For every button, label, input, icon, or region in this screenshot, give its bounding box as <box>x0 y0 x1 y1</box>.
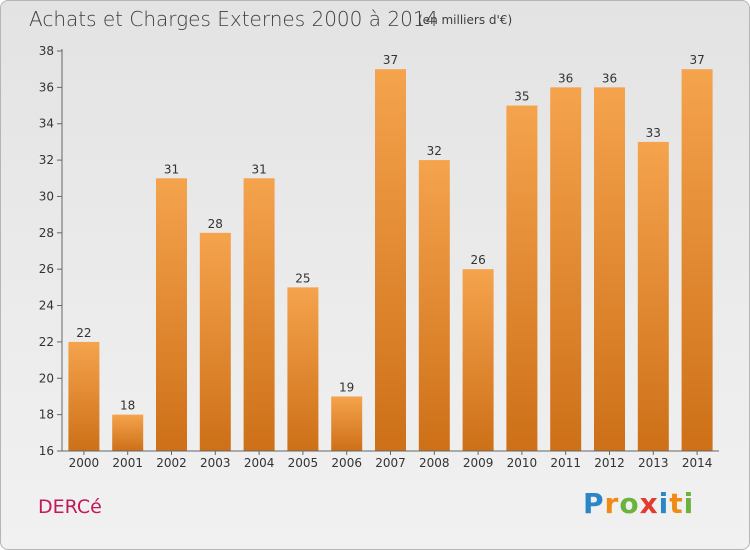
bar-2001 <box>112 414 144 451</box>
bars: 22 18 31 28 31 25 19 37 32 26 35 36 36 33 37 <box>68 53 713 452</box>
brand-letter: o <box>619 487 640 520</box>
x-tick-label-2012: 2012 <box>594 456 625 470</box>
y-tick-label: 24 <box>39 299 54 313</box>
y-tick-label: 38 <box>39 44 54 58</box>
x-tick-label-2008: 2008 <box>419 456 450 470</box>
x-tick-label-2006: 2006 <box>331 456 362 470</box>
brand-letter: r <box>604 487 620 520</box>
data-label-2008: 32 <box>427 144 442 158</box>
data-label-2005: 25 <box>295 271 310 285</box>
bar-2012 <box>594 87 625 451</box>
data-label-2006: 19 <box>339 380 354 394</box>
town-name: DERCé <box>38 496 102 518</box>
x-tick-label-2005: 2005 <box>288 456 319 470</box>
data-label-2003: 28 <box>208 217 223 231</box>
y-tick-label: 36 <box>39 80 54 94</box>
y-tick-label: 28 <box>39 226 54 240</box>
data-label-2012: 36 <box>602 71 617 85</box>
bar-2008 <box>418 160 450 451</box>
y-tick-label: 30 <box>39 189 54 203</box>
chart-title: Achats et Charges Externes 2000 à 2014 <box>29 7 439 31</box>
y-tick-label: 22 <box>39 335 54 349</box>
brand-letter: i <box>683 487 695 520</box>
data-label-2011: 36 <box>558 71 573 85</box>
data-label-2014: 37 <box>689 53 704 67</box>
bar-2013 <box>637 141 669 451</box>
data-label-2013: 33 <box>646 126 661 140</box>
chart-subtitle: (en milliers d'€) <box>418 13 513 27</box>
x-tick-label-2009: 2009 <box>463 456 494 470</box>
x-tick-label-2002: 2002 <box>156 456 187 470</box>
x-tick-label-2011: 2011 <box>550 456 581 470</box>
brand-letter: P <box>583 487 605 520</box>
brand-letter: x <box>639 487 659 520</box>
data-label-2002: 31 <box>164 162 179 176</box>
bar-2007 <box>375 69 406 451</box>
brand-letter: i <box>658 487 670 520</box>
x-axis: 2000 2001 2002 2003 2004 2005 2006 2007 2008 2009… <box>62 450 719 470</box>
bar-2000 <box>68 341 100 451</box>
bar-2002 <box>156 178 187 452</box>
y-tick-label: 34 <box>39 117 54 131</box>
data-label-2009: 26 <box>470 253 485 267</box>
bar-2009 <box>462 269 494 451</box>
y-tick-label: 16 <box>39 444 54 458</box>
y-tick-label: 20 <box>39 371 54 385</box>
x-tick-label-2014: 2014 <box>682 456 713 470</box>
y-tick-label: 18 <box>39 408 54 422</box>
brand-letter: t <box>669 487 684 520</box>
x-tick-label-2010: 2010 <box>507 456 538 470</box>
bar-2005 <box>287 287 319 451</box>
bar-2014 <box>681 69 713 451</box>
x-tick-label-2001: 2001 <box>112 456 143 470</box>
x-tick-label-2003: 2003 <box>200 456 231 470</box>
x-tick-label-2004: 2004 <box>244 456 275 470</box>
y-axis: 16 18 20 22 24 26 28 30 32 34 36 38 <box>39 44 63 458</box>
data-label-2004: 31 <box>251 162 266 176</box>
brand-logo: Proxiti <box>583 487 694 520</box>
x-tick-label-2000: 2000 <box>69 456 100 470</box>
data-label-2010: 35 <box>514 90 529 104</box>
bar-2010 <box>506 105 538 451</box>
data-label-2007: 37 <box>383 53 398 67</box>
x-tick-label-2013: 2013 <box>638 456 669 470</box>
data-label-2001: 18 <box>120 399 135 413</box>
y-tick-label: 26 <box>39 262 54 276</box>
bar-2004 <box>243 178 275 452</box>
bar-2006 <box>331 396 363 451</box>
data-label-2000: 22 <box>76 326 91 340</box>
y-tick-label: 32 <box>39 153 54 167</box>
bar-2011 <box>550 87 582 451</box>
x-tick-label-2007: 2007 <box>375 456 406 470</box>
bar-2003 <box>199 232 231 451</box>
